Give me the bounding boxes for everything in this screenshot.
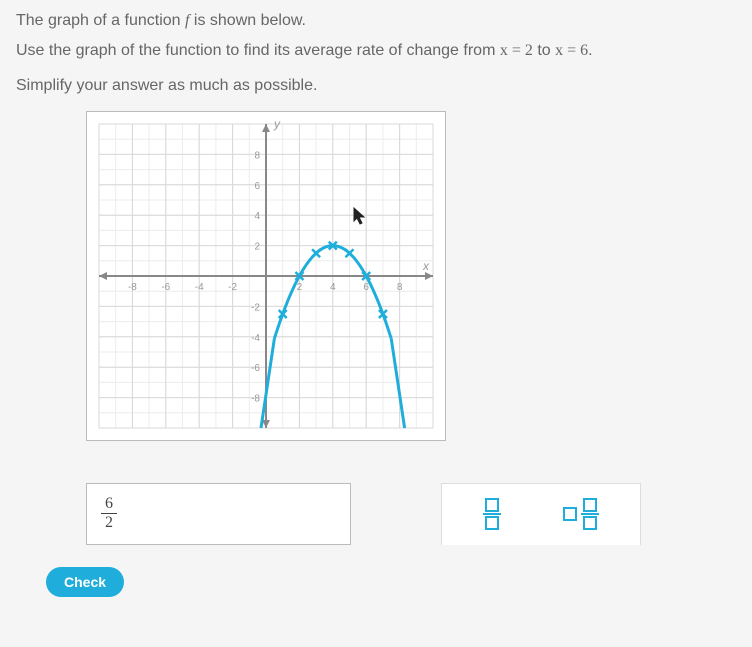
cursor-icon: [353, 207, 367, 225]
fraction-icon-bar: [483, 513, 501, 515]
mixed-icon-frac: [581, 497, 599, 531]
mixed-number-tool-button[interactable]: [563, 497, 599, 531]
svg-text:-8: -8: [128, 282, 137, 293]
svg-text:8: 8: [397, 282, 403, 293]
svg-text:-2: -2: [251, 302, 260, 313]
fraction-icon-top: [485, 498, 499, 512]
mixed-icon-top: [583, 498, 597, 512]
svg-text:x: x: [422, 259, 430, 273]
text: The graph of a function: [16, 12, 185, 29]
svg-text:2: 2: [297, 282, 303, 293]
graph-svg: -8-6-4-22468-8-6-4-22468xy: [87, 112, 445, 440]
answer-input[interactable]: 6 2: [86, 483, 351, 545]
graph-panel: -8-6-4-22468-8-6-4-22468xy: [86, 111, 446, 441]
tool-panel: [441, 483, 641, 545]
problem-line-1: The graph of a function f is shown below…: [16, 8, 736, 34]
svg-text:6: 6: [254, 181, 260, 192]
answer-fraction: 6 2: [101, 495, 117, 532]
svg-text:2: 2: [254, 241, 260, 252]
answer-denominator: 2: [101, 514, 117, 532]
problem-line-3: Simplify your answer as much as possible…: [16, 73, 736, 99]
check-button[interactable]: Check: [46, 567, 124, 597]
fraction-tool-button[interactable]: [483, 497, 501, 531]
text: Use the graph of the function to find it…: [16, 42, 500, 59]
text: .: [588, 42, 592, 59]
svg-text:-4: -4: [195, 282, 204, 293]
svg-text:-4: -4: [251, 333, 260, 344]
text: is shown below.: [189, 12, 306, 29]
fraction-icon-bottom: [485, 516, 499, 530]
svg-text:y: y: [273, 117, 281, 131]
svg-text:4: 4: [330, 282, 336, 293]
problem-line-2: Use the graph of the function to find it…: [16, 38, 736, 64]
mixed-icon-bar: [581, 513, 599, 515]
svg-text:-6: -6: [251, 363, 260, 374]
answer-numerator: 6: [101, 495, 117, 514]
svg-text:8: 8: [254, 150, 260, 161]
mixed-icon-whole: [563, 507, 577, 521]
svg-text:-8: -8: [251, 393, 260, 404]
x-end: x = 6: [555, 42, 588, 59]
svg-text:4: 4: [254, 211, 260, 222]
mixed-icon-bottom: [583, 516, 597, 530]
x-start: x = 2: [500, 42, 533, 59]
text: to: [533, 42, 555, 59]
svg-text:-6: -6: [161, 282, 170, 293]
svg-text:-2: -2: [228, 282, 237, 293]
answer-row: 6 2: [86, 483, 736, 545]
